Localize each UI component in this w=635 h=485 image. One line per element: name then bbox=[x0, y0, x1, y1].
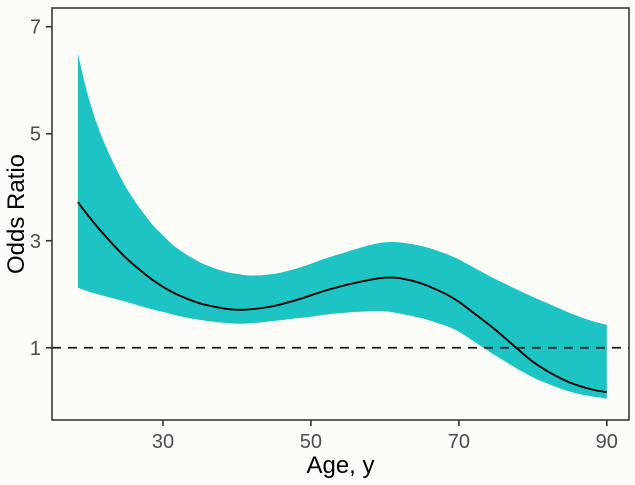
x-tick-label: 90 bbox=[596, 431, 618, 453]
y-tick-label: 3 bbox=[30, 231, 41, 253]
panel-border bbox=[51, 7, 630, 421]
fitted-curve bbox=[77, 201, 607, 394]
y-tick-label: 5 bbox=[30, 124, 41, 146]
y-axis-title: Odds Ratio bbox=[3, 154, 30, 274]
ci-band-area bbox=[77, 53, 607, 399]
x-tick-label: 30 bbox=[152, 431, 174, 453]
x-axis-title: Age, y bbox=[306, 452, 374, 479]
x-tick-label: 50 bbox=[300, 431, 322, 453]
x-tick-label: 70 bbox=[448, 431, 470, 453]
confidence-band bbox=[77, 53, 607, 399]
y-tick-label: 1 bbox=[30, 338, 41, 360]
panel-border-rect bbox=[51, 7, 630, 421]
fitted-line bbox=[77, 201, 607, 394]
y-tick-label: 7 bbox=[30, 17, 41, 39]
y-axis: 1 3 5 7 bbox=[30, 17, 52, 360]
x-axis: 30 50 70 90 bbox=[152, 420, 618, 453]
